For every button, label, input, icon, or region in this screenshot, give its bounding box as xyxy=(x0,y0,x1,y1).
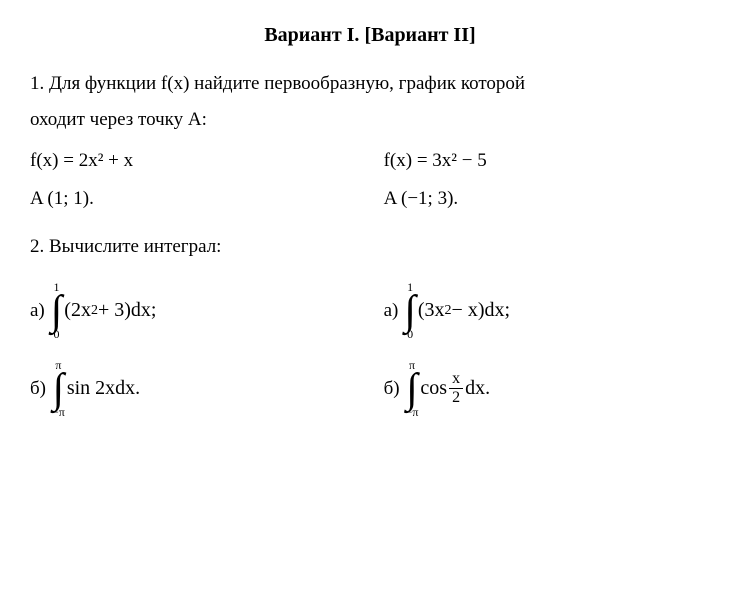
int-lower: 0 xyxy=(407,328,413,341)
page-root: Вариант I. [Вариант II] 1. Для функции f… xyxy=(0,0,740,461)
body-suffix: − x)dx; xyxy=(452,299,511,322)
body-suffix: + 3)dx; xyxy=(98,299,157,322)
label-b-left: б) xyxy=(30,378,46,400)
task1-right-fx: f(x) = 3x² − 5 xyxy=(384,144,710,178)
integral-body: sin 2xdx. xyxy=(67,377,140,400)
fraction-numerator: x xyxy=(449,371,463,389)
label-a-right: а) xyxy=(384,300,399,322)
integral-row-a: а) 1 ∫ 0 (2x2 + 3)dx; а) 1 ∫ 0 xyxy=(30,281,710,341)
integral-body: (3x2 − x)dx; xyxy=(418,299,510,322)
body-prefix: cos xyxy=(420,377,447,400)
title-variant-1: Вариант I. xyxy=(264,24,359,46)
task1-functions-row: f(x) = 2x² + x f(x) = 3x² − 5 xyxy=(30,142,710,180)
int-lower: 0 xyxy=(54,328,60,341)
integral-sign-icon: 1 ∫ 0 xyxy=(404,281,416,341)
task1-left-point: A (1; 1). xyxy=(30,182,384,216)
task1-left-fx: f(x) = 2x² + x xyxy=(30,144,384,178)
int-lower: −π xyxy=(406,406,419,419)
label-b-right: б) xyxy=(384,378,400,400)
task1-points-row: A (1; 1). A (−1; 3). xyxy=(30,180,710,218)
int-lower: −π xyxy=(52,406,65,419)
integral-b-right: б) π ∫ −π cos x 2 dx. xyxy=(384,359,491,419)
body-prefix: (2x xyxy=(64,299,91,322)
task2-prompt: 2. Вычислите интеграл: xyxy=(30,232,710,262)
integral-glyph-icon: ∫ xyxy=(404,294,416,328)
integral-glyph-icon: ∫ xyxy=(53,372,65,406)
integral-sign-icon: 1 ∫ 0 xyxy=(51,281,63,341)
integral-sign-icon: π ∫ −π xyxy=(52,359,65,419)
integral-sign-icon: π ∫ −π xyxy=(406,359,419,419)
task1-prompt-line2: оходит через точку A: xyxy=(30,105,710,135)
page-title: Вариант I. [Вариант II] xyxy=(30,24,710,47)
integral-b-left: б) π ∫ −π sin 2xdx. xyxy=(30,359,140,419)
title-variant-2: [Вариант II] xyxy=(364,24,475,46)
body-prefix: (3x xyxy=(418,299,445,322)
label-a-left: а) xyxy=(30,300,45,322)
body-suffix: dx. xyxy=(465,377,490,400)
integral-glyph-icon: ∫ xyxy=(51,294,63,328)
integral-a-left: а) 1 ∫ 0 (2x2 + 3)dx; xyxy=(30,281,156,341)
integral-body: (2x2 + 3)dx; xyxy=(64,299,156,322)
integral-body: cos x 2 dx. xyxy=(420,371,490,406)
integral-a-right: а) 1 ∫ 0 (3x2 − x)dx; xyxy=(384,281,510,341)
fraction: x 2 xyxy=(449,371,463,406)
integral-row-b: б) π ∫ −π sin 2xdx. б) π ∫ −π cos xyxy=(30,359,710,419)
task1-prompt-line1: 1. Для функции f(x) найдите первообразну… xyxy=(30,69,710,99)
fraction-denominator: 2 xyxy=(449,389,463,406)
task1-right-point: A (−1; 3). xyxy=(384,182,710,216)
integral-glyph-icon: ∫ xyxy=(406,372,418,406)
